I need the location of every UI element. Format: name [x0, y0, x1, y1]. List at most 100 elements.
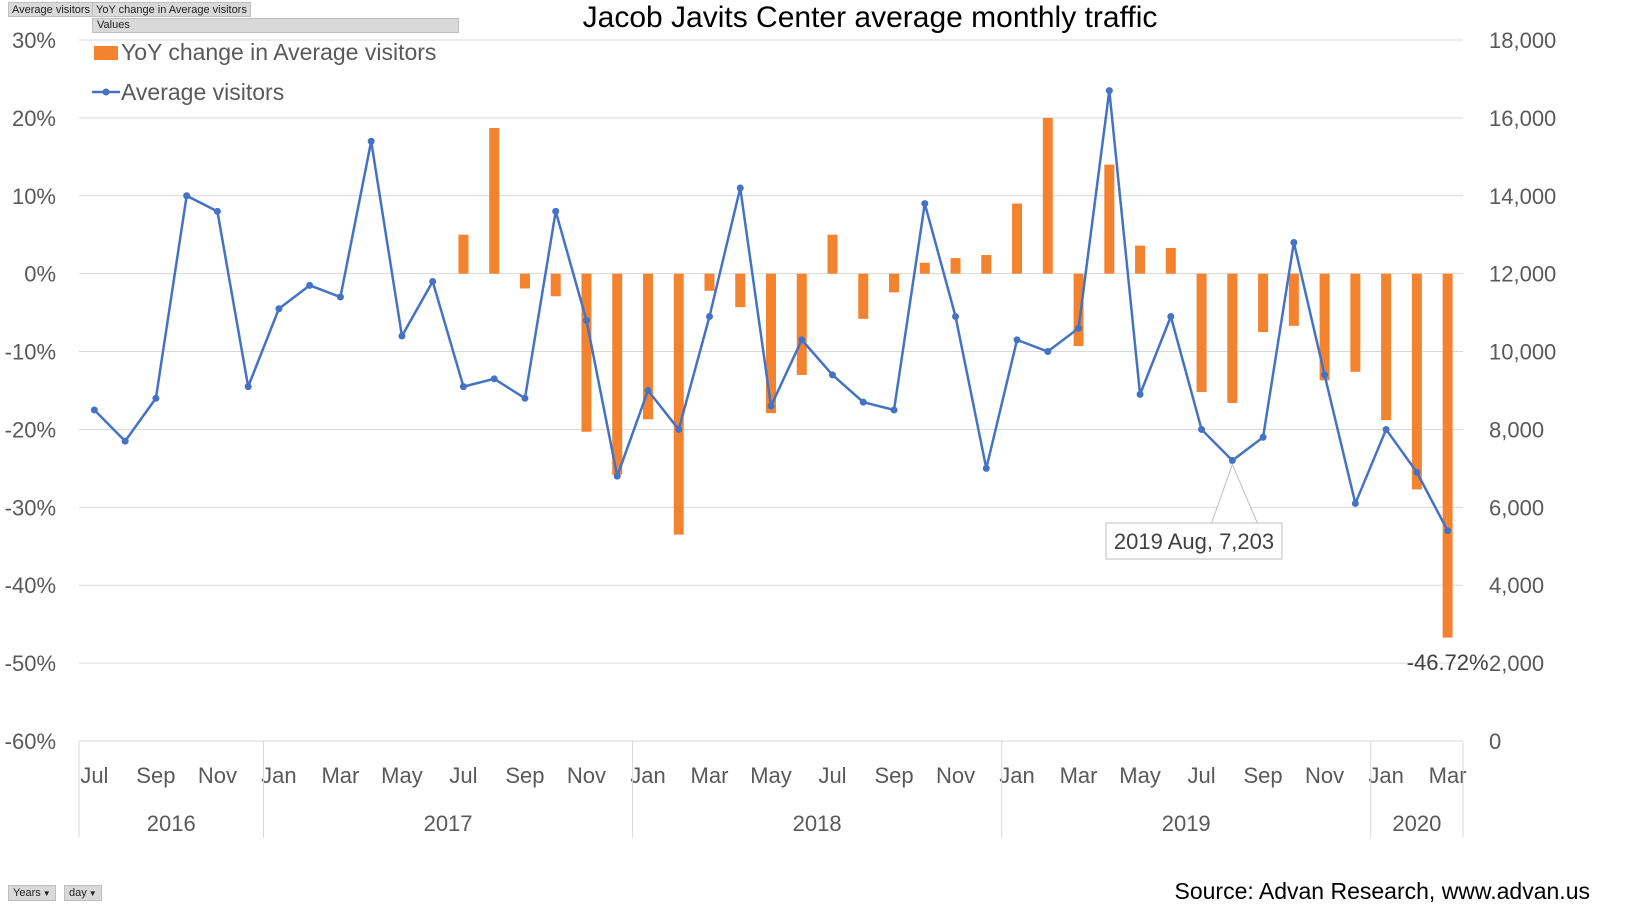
year-label: 2019 — [1162, 811, 1211, 836]
left-tick-label: 10% — [12, 184, 56, 209]
line-point — [952, 313, 960, 321]
month-tick-label: Sep — [505, 763, 544, 788]
line-point — [613, 472, 621, 480]
bar-series — [458, 117, 1453, 638]
line-point — [767, 402, 775, 410]
left-tick-label: -20% — [5, 417, 56, 442]
bar — [1165, 247, 1176, 274]
bar — [1442, 273, 1453, 638]
filter-dropdown-icon: ▼ — [42, 889, 51, 898]
month-tick-label: Mar — [1429, 763, 1467, 788]
callout-pointer — [1211, 463, 1258, 524]
right-tick-label: 12,000 — [1489, 262, 1556, 287]
line-point — [1013, 336, 1021, 344]
right-tick-label: 14,000 — [1489, 184, 1556, 209]
bar — [858, 273, 869, 319]
left-tick-label: 30% — [12, 28, 56, 53]
source-note: Source: Advan Research, www.advan.us — [1174, 878, 1590, 904]
month-tick-label: Jul — [1188, 763, 1216, 788]
line-point — [1259, 433, 1267, 441]
line-point — [798, 336, 806, 344]
pivot-field-yoy-change[interactable]: YoY change in Average visitors — [92, 2, 251, 17]
line-point — [1136, 390, 1144, 398]
bar — [1012, 203, 1023, 274]
year-label: 2017 — [424, 811, 473, 836]
month-tick-label: Jan — [261, 763, 296, 788]
bar — [1042, 117, 1053, 274]
month-tick-label: Jul — [80, 763, 108, 788]
left-tick-label: -40% — [5, 573, 56, 598]
left-tick-label: -60% — [5, 729, 56, 754]
right-tick-label: 2,000 — [1489, 651, 1544, 676]
month-tick-label: Sep — [136, 763, 175, 788]
line-point — [244, 383, 252, 391]
legend-label: YoY change in Average visitors — [121, 39, 436, 65]
line-point — [398, 332, 406, 340]
callout-label: 2019 Aug, 7,203 — [1114, 529, 1274, 554]
right-tick-label: 10,000 — [1489, 340, 1556, 365]
x-axis: Jul Sep Nov Jan Mar May Jul Sep Nov Jan Mar May Jul S… — [78, 741, 1467, 838]
bar — [827, 234, 838, 274]
line-point — [1351, 499, 1359, 507]
bar — [489, 128, 500, 274]
bar — [919, 262, 930, 274]
left-tick-label: -10% — [5, 340, 56, 365]
month-tick-label: Nov — [567, 763, 606, 788]
legend: YoY change in Average visitors Average vi… — [92, 39, 436, 105]
line-point — [306, 281, 314, 289]
line-point — [1105, 87, 1113, 95]
right-tick-label: 8,000 — [1489, 417, 1544, 442]
legend-marker — [102, 88, 110, 96]
legend-label: Average visitors — [121, 79, 284, 105]
pivot-field-average-visitors[interactable]: Average visitors — [8, 2, 95, 17]
bar — [1411, 273, 1422, 490]
line-series — [90, 87, 1452, 535]
month-tick-label: Mar — [691, 763, 729, 788]
right-tick-label: 18,000 — [1489, 28, 1556, 53]
line-point — [183, 192, 191, 200]
bar — [1196, 273, 1207, 393]
day-filter-label: day — [69, 887, 87, 899]
month-tick-label: Mar — [321, 763, 359, 788]
right-tick-label: 6,000 — [1489, 495, 1544, 520]
month-tick-label: Jan — [999, 763, 1034, 788]
month-tick-label: May — [750, 763, 792, 788]
bar — [458, 234, 469, 274]
line-point — [490, 375, 498, 383]
line-point — [736, 184, 744, 192]
month-tick-label: May — [1119, 763, 1161, 788]
line-point — [367, 137, 375, 145]
bar — [1104, 164, 1115, 274]
line-point — [1321, 371, 1329, 379]
bar — [1227, 273, 1238, 403]
bar — [612, 273, 623, 475]
pivot-values-button[interactable]: Values — [92, 18, 459, 33]
left-tick-label: 0% — [24, 262, 56, 287]
bar — [1258, 273, 1269, 333]
line-point — [552, 207, 560, 215]
chart-title: Jacob Javits Center average monthly traf… — [583, 1, 1158, 34]
bar — [581, 273, 592, 432]
bar — [1073, 273, 1084, 347]
annotations: 2019 Aug, 7,203 -46.72% — [1105, 463, 1489, 675]
month-tick-label: Nov — [1305, 763, 1344, 788]
line-point — [90, 406, 98, 414]
month-tick-label: Jan — [1368, 763, 1403, 788]
year-label: 2016 — [147, 811, 196, 836]
line-point — [1075, 324, 1083, 332]
line-point — [429, 277, 437, 285]
line-point — [1444, 527, 1452, 535]
line-point — [336, 293, 344, 301]
month-tick-label: Mar — [1060, 763, 1098, 788]
bar — [704, 273, 715, 291]
bar — [796, 273, 807, 375]
month-tick-label: Jul — [449, 763, 477, 788]
month-tick-label: Sep — [1244, 763, 1283, 788]
bar — [1135, 245, 1146, 274]
line-point — [1198, 425, 1206, 433]
line-point — [152, 394, 160, 402]
month-tick-label: Nov — [198, 763, 237, 788]
day-filter-button[interactable]: day ▼ — [64, 885, 102, 901]
years-filter-button[interactable]: Years ▼ — [8, 885, 56, 901]
line-point — [921, 200, 929, 208]
